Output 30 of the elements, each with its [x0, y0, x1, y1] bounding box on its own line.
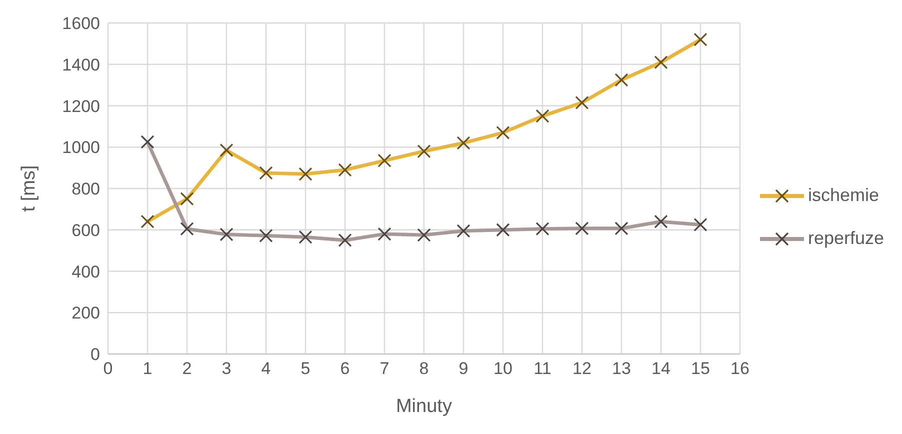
x-tick-label: 9 — [458, 359, 468, 378]
y-tick-label: 1000 — [62, 138, 100, 158]
y-axis-title: t [ms] — [18, 165, 40, 212]
x-tick-label: 16 — [730, 359, 750, 378]
y-tick-label: 1600 — [62, 14, 100, 34]
y-tick-label: 600 — [72, 220, 100, 240]
x-tick-label: 13 — [612, 359, 631, 378]
x-tick-label: 10 — [494, 359, 512, 378]
y-tick-label: 200 — [72, 304, 100, 323]
x-tick-label: 1 — [142, 359, 152, 378]
x-tick-label: 8 — [419, 359, 429, 378]
x-tick-label: 4 — [261, 359, 271, 378]
x-tick-label: 3 — [222, 359, 232, 378]
legend-label: ischemie — [808, 185, 879, 206]
x-tick-label: 5 — [300, 359, 310, 378]
legend-label: reperfuze — [808, 228, 884, 249]
x-tick-label: 6 — [340, 359, 350, 378]
x-tick-label: 2 — [182, 359, 192, 378]
x-axis-title: Minuty — [396, 396, 452, 417]
x-tick-label: 7 — [380, 359, 390, 378]
y-tick-label: 800 — [72, 180, 100, 199]
x-tick-label: 14 — [652, 359, 670, 378]
x-tick-label: 11 — [534, 359, 552, 378]
x-tick-label: 15 — [690, 359, 710, 378]
y-tick-label: 0 — [90, 345, 100, 364]
y-tick-label: 1400 — [62, 55, 100, 74]
x-tick-label: 12 — [572, 359, 592, 378]
x-tick-label: 0 — [103, 359, 113, 378]
y-tick-label: 1200 — [62, 96, 100, 116]
y-tick-label: 400 — [72, 262, 100, 282]
